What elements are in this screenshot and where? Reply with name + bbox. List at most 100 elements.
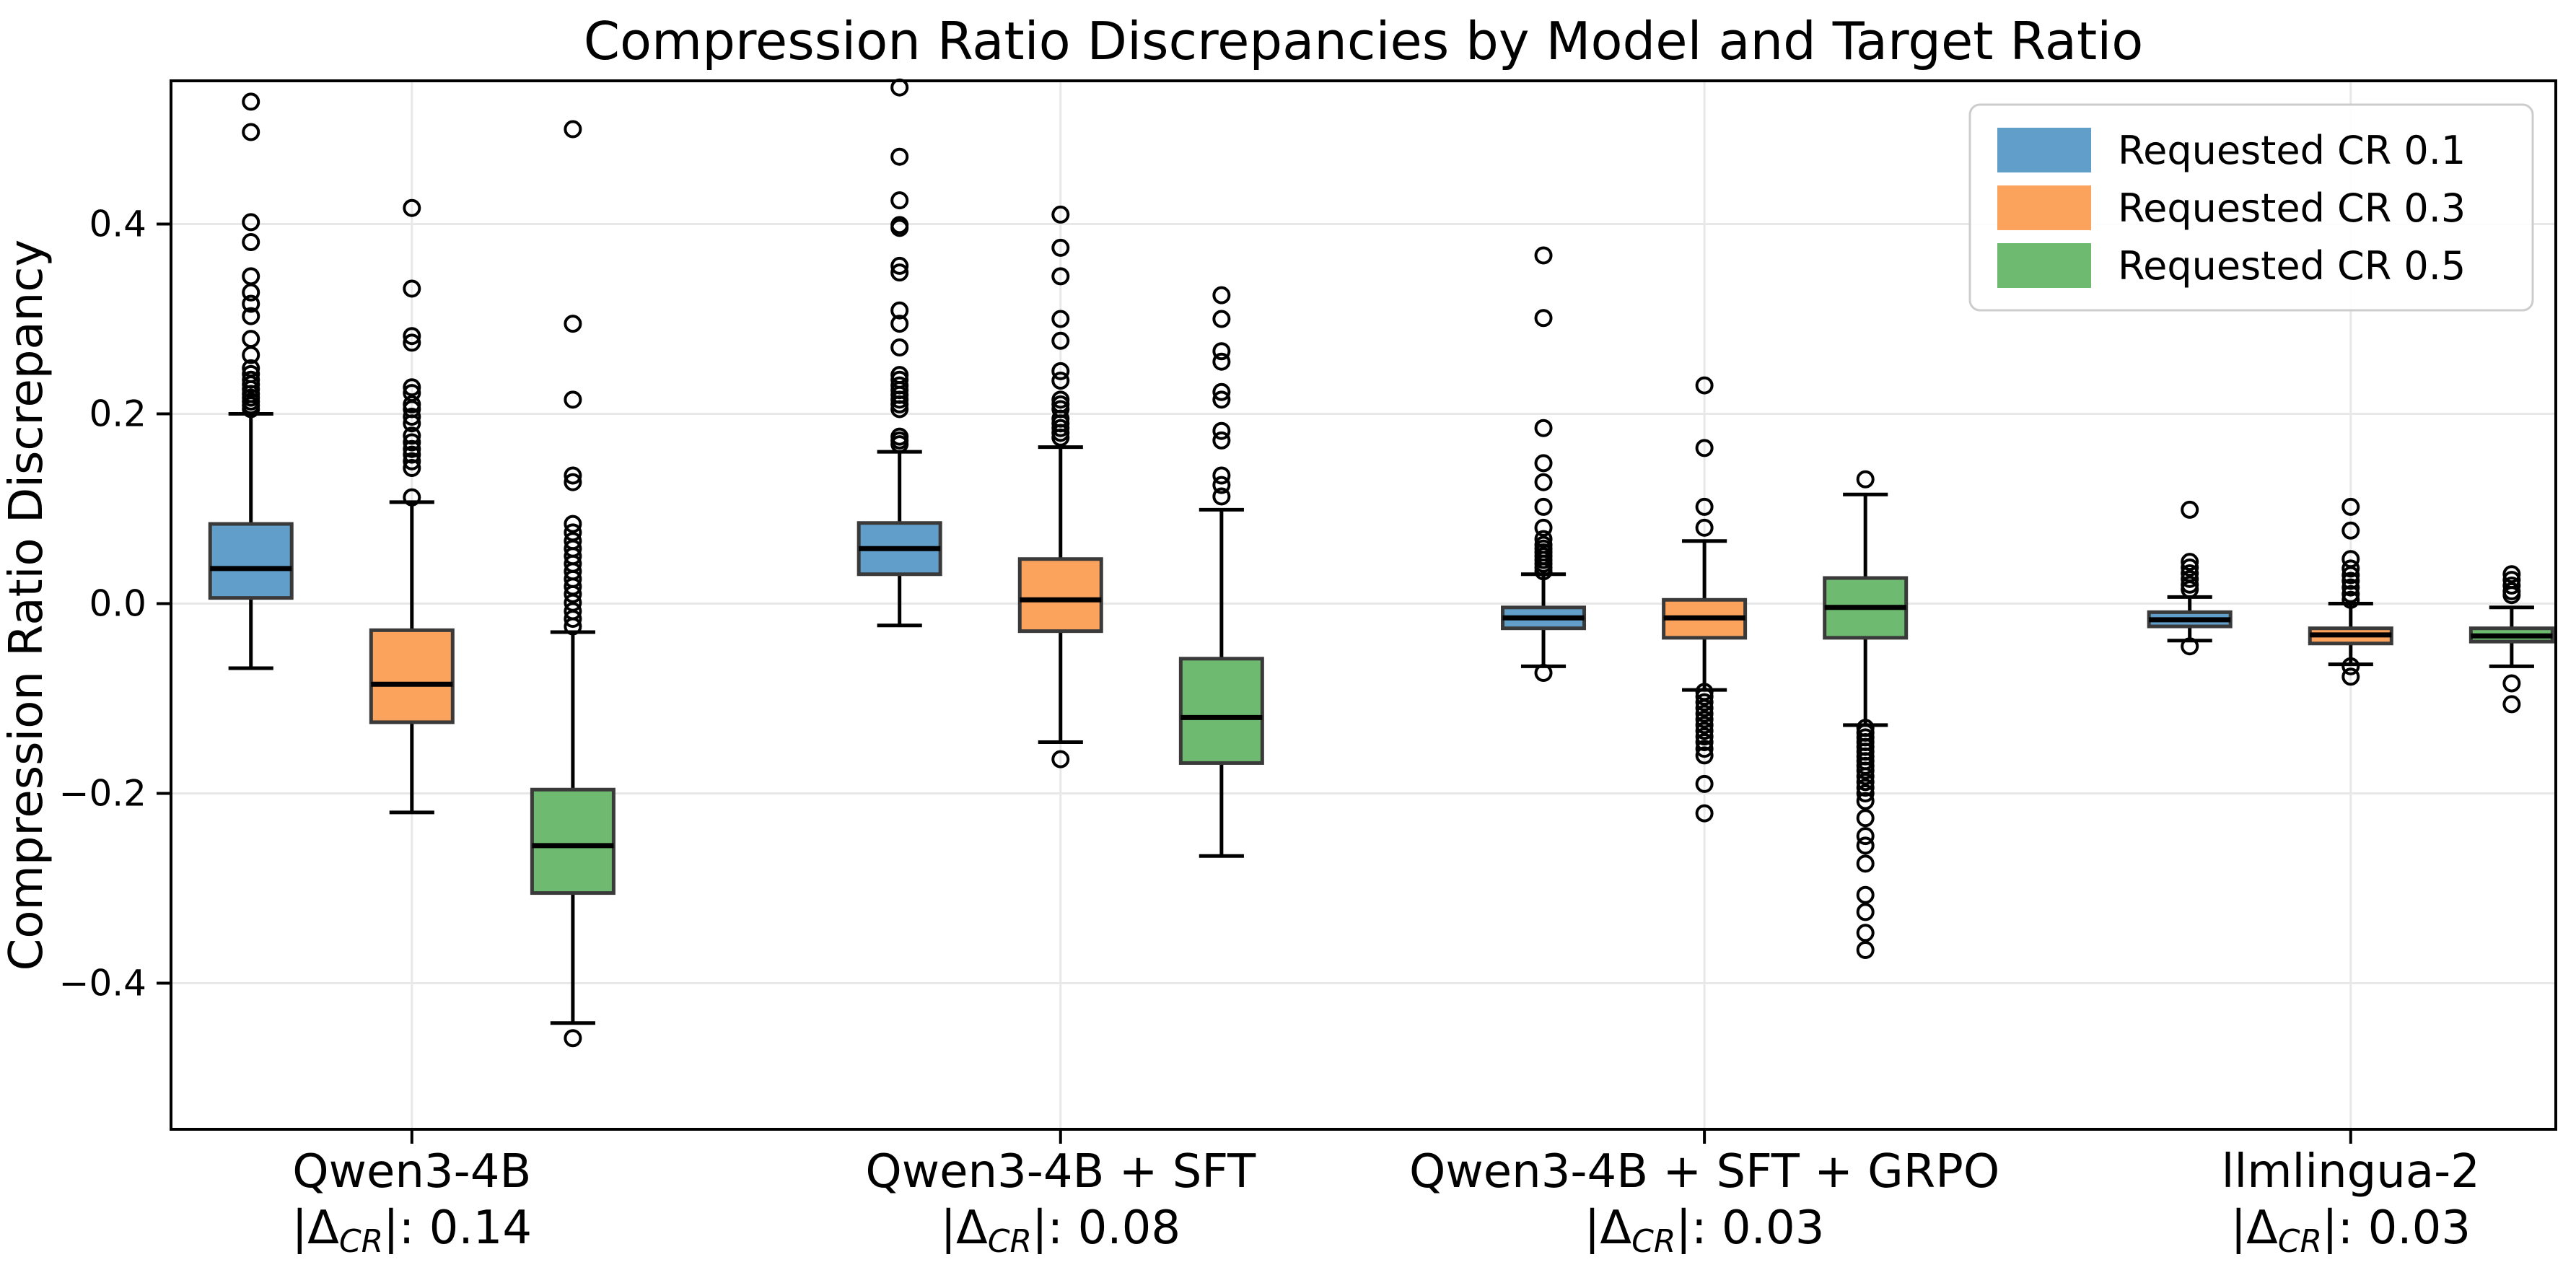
outlier-point (1695, 774, 1714, 793)
outlier-point (1051, 310, 1070, 328)
outlier-point (1856, 940, 1875, 959)
outlier-point (1695, 733, 1714, 752)
outlier-point (1695, 740, 1714, 758)
legend-box (1968, 103, 2534, 312)
outlier-point (1695, 693, 1714, 711)
outlier-point (2502, 582, 2521, 600)
box-qwen3-4b-sft-cr03 (1017, 557, 1103, 634)
outlier-point (1534, 473, 1553, 491)
outlier-point (2502, 565, 2521, 584)
outlier-point (564, 315, 582, 333)
outlier-point (1695, 439, 1714, 457)
y-tick-label: 0.0 (89, 583, 146, 625)
outlier-point (2181, 559, 2199, 577)
outlier-point (2341, 667, 2360, 686)
outlier-point (2341, 590, 2360, 609)
outlier-point (1212, 390, 1231, 409)
outlier-point (1856, 827, 1875, 846)
outlier-point (1695, 722, 1714, 740)
outlier-point (1695, 698, 1714, 717)
outlier-point (2181, 553, 2199, 572)
x-category-delta: |ΔCR|: 0.03 (2230, 1201, 2471, 1260)
outlier-point (1212, 352, 1231, 371)
outlier-point (403, 488, 421, 507)
outlier-point (1534, 518, 1553, 537)
outlier-point (1212, 466, 1231, 485)
outlier-point (242, 364, 260, 383)
box-qwen3-4b-cr01 (208, 522, 294, 600)
outlier-point (1051, 267, 1070, 286)
outlier-point (1051, 362, 1070, 380)
box-qwen3-4b-cr05 (530, 787, 615, 895)
outlier-point (2181, 575, 2199, 594)
x-category-label: Qwen3-4B + SFT + GRPO (1409, 1145, 1999, 1199)
outlier-point (1212, 487, 1231, 506)
outlier-point (1856, 903, 1875, 921)
outlier-point (1695, 804, 1714, 823)
outlier-point (1212, 476, 1231, 494)
x-category-delta: |ΔCR|: 0.14 (292, 1201, 533, 1260)
outlier-point (2502, 577, 2521, 595)
outlier-point (242, 294, 260, 313)
outlier-point (890, 216, 909, 235)
outlier-point (2341, 497, 2360, 516)
box-qwen3-4b-sft-cr05 (1178, 657, 1264, 765)
outlier-point (403, 279, 421, 298)
outlier-point (564, 523, 582, 542)
x-category-delta: |ΔCR|: 0.03 (1585, 1201, 1825, 1260)
outlier-point (564, 390, 582, 409)
outlier-point (2341, 572, 2360, 590)
legend-label: Requested CR 0.1 (2118, 128, 2466, 173)
legend-label: Requested CR 0.5 (2118, 243, 2466, 289)
outlier-point (242, 330, 260, 349)
outlier-point (403, 433, 421, 452)
outlier-point (242, 307, 260, 325)
outlier-point (1856, 784, 1875, 803)
outlier-point (403, 426, 421, 445)
outlier-point (1695, 518, 1714, 537)
outlier-point (242, 123, 260, 141)
outlier-point (2502, 674, 2521, 693)
outlier-point (564, 602, 582, 621)
outlier-point (2341, 657, 2360, 675)
outlier-point (403, 384, 421, 403)
outlier-point (1051, 331, 1070, 350)
outlier-point (564, 120, 582, 139)
outlier-point (403, 452, 421, 470)
outlier-point (2341, 584, 2360, 603)
y-tick-label: 0.2 (89, 393, 146, 435)
outlier-point (890, 427, 909, 446)
outlier-point (1534, 664, 1553, 683)
outlier-point (1534, 246, 1553, 265)
outlier-point (403, 458, 421, 477)
outlier-point (1856, 885, 1875, 904)
outlier-point (1534, 497, 1553, 516)
outlier-point (1212, 382, 1231, 401)
x-category-label: Qwen3-4B + SFT (865, 1145, 1256, 1199)
outlier-point (1051, 750, 1070, 768)
outlier-point (890, 315, 909, 333)
outlier-point (2181, 637, 2199, 656)
outlier-point (890, 376, 909, 395)
outlier-point (2181, 564, 2199, 582)
outlier-point (1695, 704, 1714, 723)
outlier-point (1856, 773, 1875, 792)
outlier-point (1534, 309, 1553, 328)
outlier-point (403, 198, 421, 217)
outlier-point (564, 514, 582, 533)
outlier-point (242, 267, 260, 286)
outlier-point (1212, 342, 1231, 361)
outlier-point (403, 439, 421, 458)
outlier-point (564, 466, 582, 485)
outlier-point (1695, 710, 1714, 729)
outlier-point (1212, 421, 1231, 440)
y-tick-label: −0.2 (59, 773, 146, 815)
outlier-point (890, 191, 909, 210)
outlier-point (1534, 454, 1553, 473)
outlier-point (1856, 854, 1875, 873)
outlier-point (403, 445, 421, 464)
outlier-point (1534, 419, 1553, 437)
outlier-point (564, 1029, 582, 1048)
